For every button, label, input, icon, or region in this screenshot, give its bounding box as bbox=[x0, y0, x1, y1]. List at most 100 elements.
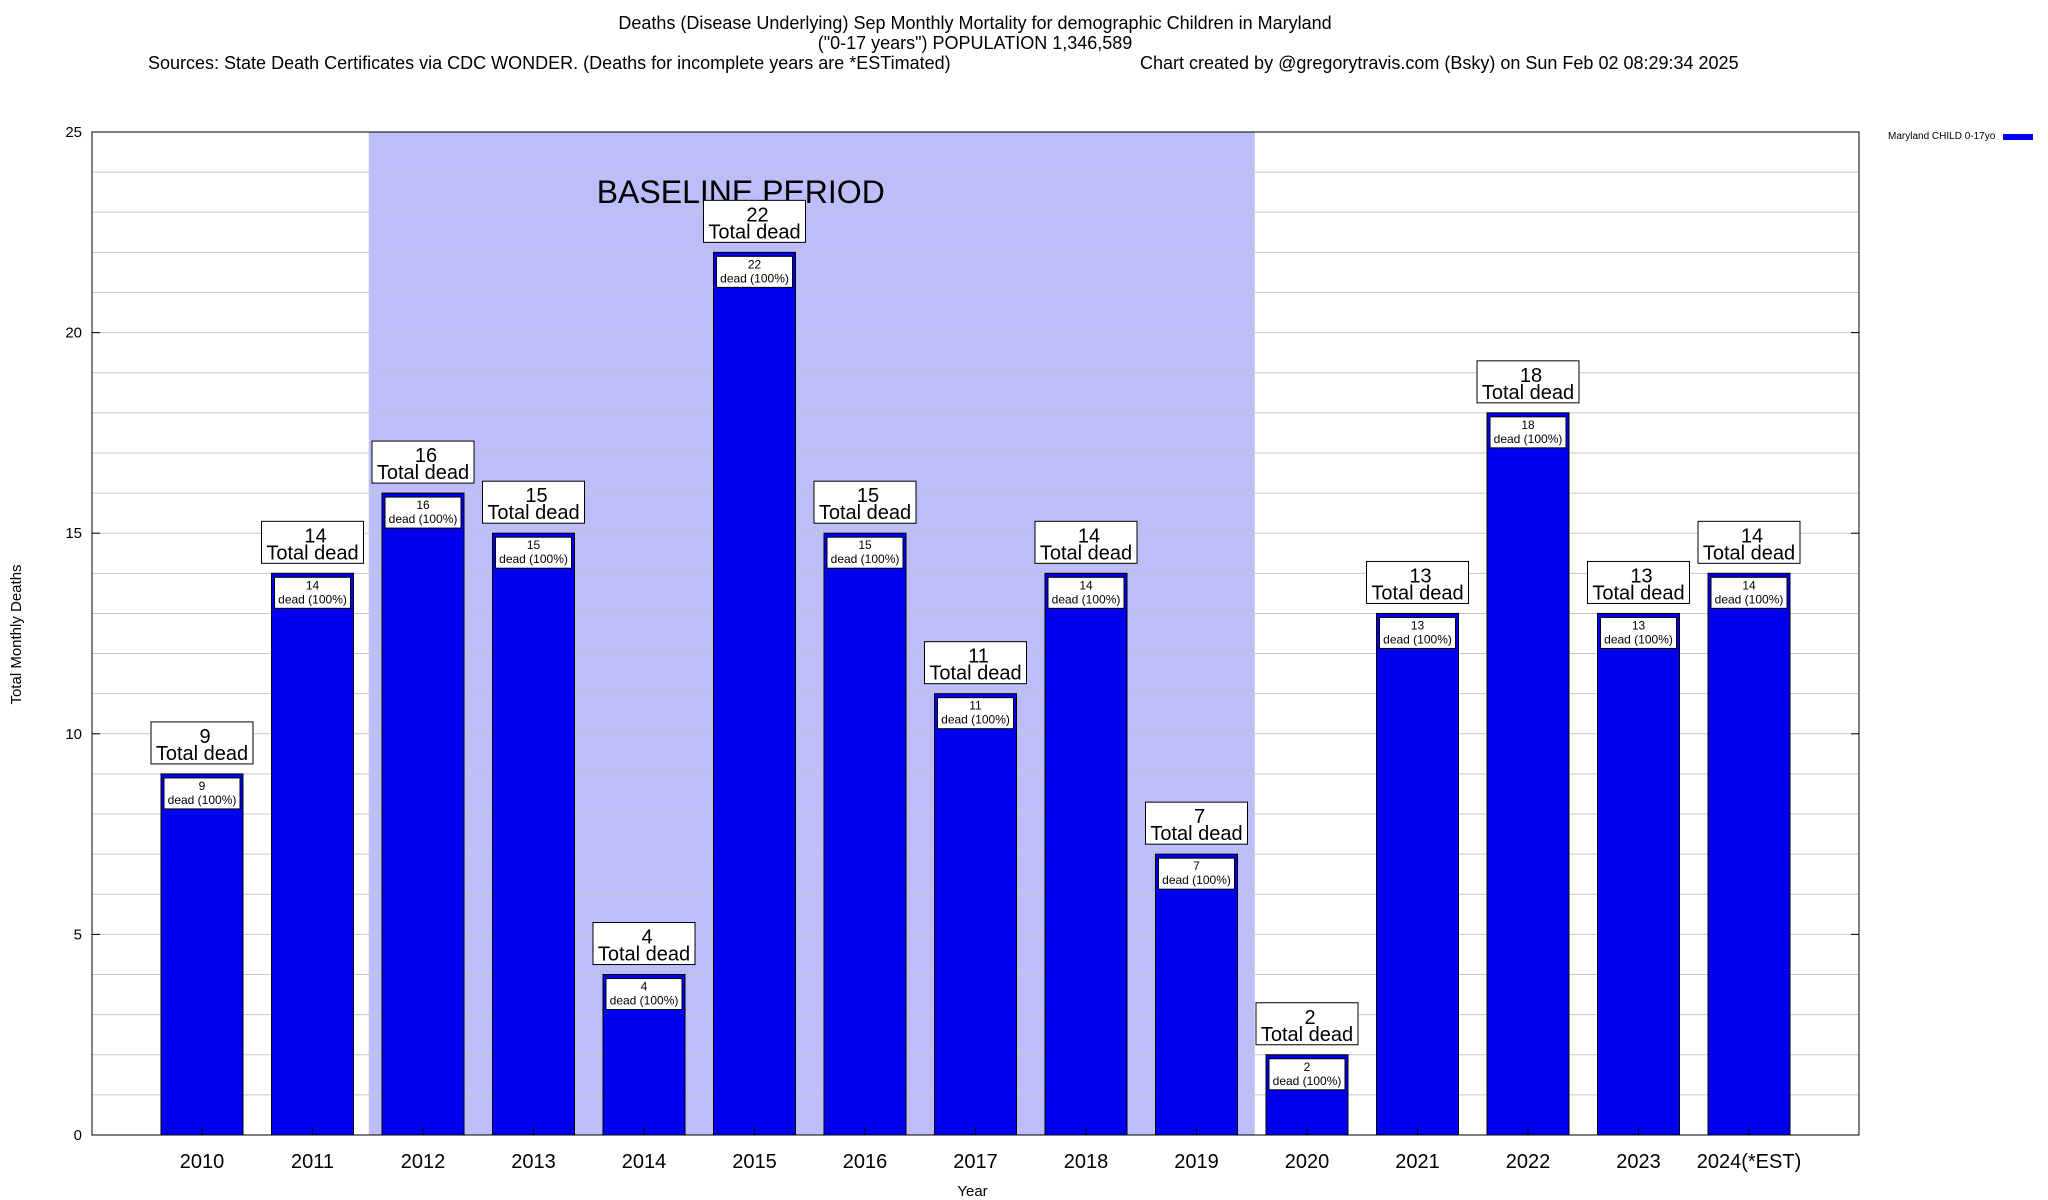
bar-inner-label-box bbox=[495, 536, 572, 569]
bar-total-caption: Total dead bbox=[487, 502, 579, 524]
bar-total-caption: Total dead bbox=[1040, 542, 1132, 564]
bar bbox=[492, 532, 575, 1136]
bar-total-label-box bbox=[813, 480, 917, 524]
bar-total-label-box bbox=[1034, 520, 1138, 564]
bar-inner-caption: dead (100%) bbox=[610, 994, 679, 1008]
bar-total-caption: Total dead bbox=[819, 502, 911, 524]
bar-total-caption: Total dead bbox=[1371, 582, 1463, 604]
bar-inner-label-box bbox=[274, 576, 351, 609]
bar-inner-value: 4 bbox=[641, 980, 648, 994]
bar bbox=[1486, 412, 1570, 1136]
bar-inner-caption: dead (100%) bbox=[1494, 432, 1563, 446]
bar-inner-value: 15 bbox=[527, 538, 541, 552]
bar-total-label-box bbox=[1145, 801, 1248, 845]
bar bbox=[160, 773, 244, 1136]
bar-total-value: 13 bbox=[1630, 565, 1652, 587]
bar bbox=[381, 492, 465, 1136]
bar-total-value: 15 bbox=[857, 485, 879, 507]
bar-total-caption: Total dead bbox=[1150, 823, 1242, 845]
bar-total-label-box bbox=[150, 721, 254, 765]
x-tick-label: 2016 bbox=[843, 1151, 888, 1173]
bar-inner-caption: dead (100%) bbox=[1604, 632, 1673, 646]
chart-credit: Chart created by @gregorytravis.com (Bsk… bbox=[1140, 53, 1739, 73]
bar-total-value: 2 bbox=[1304, 1007, 1315, 1029]
bar bbox=[1376, 612, 1459, 1136]
bar-total-value: 11 bbox=[968, 646, 989, 668]
bar-inner-label-box bbox=[1710, 576, 1788, 609]
bar-total-label-box bbox=[1697, 520, 1801, 564]
x-tick-label: 2024(*EST) bbox=[1697, 1151, 1802, 1173]
bar-inner-label-box bbox=[716, 255, 793, 288]
bar-total-label-box bbox=[261, 520, 364, 564]
bar-inner-caption: dead (100%) bbox=[720, 271, 789, 285]
bar-inner-caption: dead (100%) bbox=[1383, 632, 1452, 646]
bar-inner-value: 14 bbox=[306, 578, 320, 592]
bar-inner-caption: dead (100%) bbox=[168, 793, 237, 807]
bar bbox=[271, 572, 354, 1136]
chart-title: Deaths (Disease Underlying) Sep Monthly … bbox=[618, 13, 1332, 33]
bar bbox=[1707, 572, 1791, 1136]
bar-total-caption: Total dead bbox=[1703, 542, 1795, 564]
bar-total-label-box bbox=[371, 440, 475, 484]
x-tick-label: 2019 bbox=[1174, 1151, 1219, 1173]
bar-inner-label-box bbox=[1489, 416, 1567, 449]
bar-inner-caption: dead (100%) bbox=[1052, 592, 1121, 606]
y-axis-label: Total Monthly Deaths bbox=[8, 564, 25, 704]
x-tick-label: 2014 bbox=[622, 1151, 667, 1173]
x-tick-label: 2012 bbox=[401, 1151, 446, 1173]
bar-total-caption: Total dead bbox=[929, 663, 1021, 685]
bar-inner-caption: dead (100%) bbox=[1162, 873, 1231, 887]
bar-total-label-box bbox=[1476, 360, 1580, 404]
bar-inner-value: 14 bbox=[1742, 578, 1756, 592]
bar-total-label-box bbox=[482, 480, 585, 524]
x-tick-label: 2022 bbox=[1506, 1151, 1551, 1173]
bar-inner-label-box bbox=[1600, 616, 1677, 649]
bar bbox=[713, 251, 796, 1136]
bar-total-value: 16 bbox=[415, 445, 437, 467]
bar-inner-value: 9 bbox=[199, 779, 206, 793]
legend-label: Maryland CHILD 0-17yo bbox=[1888, 131, 1996, 142]
y-tick-label: 20 bbox=[65, 325, 82, 342]
bar-total-caption: Total dead bbox=[1261, 1024, 1353, 1046]
bar-total-value: 13 bbox=[1409, 565, 1431, 587]
bar bbox=[1597, 612, 1680, 1136]
bar-total-label-box bbox=[1255, 1002, 1359, 1046]
bar-total-caption: Total dead bbox=[266, 542, 358, 564]
bar-total-label-box bbox=[592, 922, 696, 966]
bar-total-caption: Total dead bbox=[156, 743, 248, 765]
bar-total-value: 14 bbox=[1741, 525, 1763, 547]
bar-inner-value: 13 bbox=[1411, 618, 1425, 632]
bar-total-caption: Total dead bbox=[377, 462, 469, 484]
bar-inner-value: 2 bbox=[1304, 1060, 1311, 1074]
bar bbox=[934, 693, 1017, 1136]
bar-inner-label-box bbox=[1158, 857, 1235, 890]
x-tick-label: 2021 bbox=[1395, 1151, 1440, 1173]
bar-inner-value: 14 bbox=[1079, 578, 1093, 592]
bar-inner-label-box bbox=[163, 777, 241, 810]
x-tick-label: 2018 bbox=[1064, 1151, 1109, 1173]
bar-inner-caption: dead (100%) bbox=[831, 552, 900, 566]
bar-total-value: 7 bbox=[1194, 806, 1205, 828]
bar-total-caption: Total dead bbox=[1592, 582, 1684, 604]
bar-inner-label-box bbox=[1047, 576, 1125, 609]
bar-total-caption: Total dead bbox=[708, 221, 800, 243]
bar-total-value: 4 bbox=[641, 927, 652, 949]
bar-inner-label-box bbox=[826, 536, 904, 569]
x-tick-label: 2017 bbox=[953, 1151, 998, 1173]
bar-inner-label-box bbox=[605, 978, 683, 1011]
bar bbox=[1044, 572, 1128, 1136]
bar-inner-value: 13 bbox=[1632, 618, 1646, 632]
legend: Maryland CHILD 0-17yo bbox=[1888, 131, 2034, 142]
bar-inner-label-box bbox=[1379, 616, 1456, 649]
bar-total-label-box bbox=[1587, 560, 1690, 604]
x-tick-label: 2020 bbox=[1285, 1151, 1330, 1173]
bar-inner-value: 22 bbox=[748, 257, 762, 271]
y-tick-label: 5 bbox=[74, 926, 82, 943]
y-tick-label: 15 bbox=[65, 525, 82, 542]
x-axis-label: Year bbox=[957, 1183, 987, 1200]
bar-inner-label-box bbox=[384, 496, 462, 529]
x-tick-label: 2015 bbox=[732, 1151, 777, 1173]
chart-sources: Sources: State Death Certificates via CD… bbox=[148, 53, 951, 73]
bar-total-label-box bbox=[924, 641, 1027, 685]
